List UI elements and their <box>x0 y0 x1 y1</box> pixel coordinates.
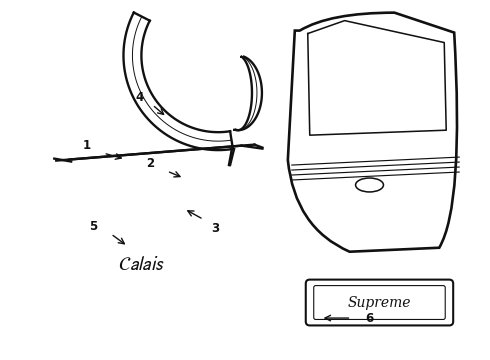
FancyBboxPatch shape <box>306 280 453 325</box>
Text: 4: 4 <box>136 91 144 104</box>
Text: 2: 2 <box>146 157 154 170</box>
Text: 3: 3 <box>212 222 220 235</box>
Text: $\mathcal{Calais}$: $\mathcal{Calais}$ <box>119 256 166 274</box>
Text: 6: 6 <box>366 311 373 325</box>
Text: Supreme: Supreme <box>348 296 411 310</box>
FancyBboxPatch shape <box>314 285 445 319</box>
Text: 1: 1 <box>82 139 91 152</box>
Text: 5: 5 <box>90 220 98 233</box>
